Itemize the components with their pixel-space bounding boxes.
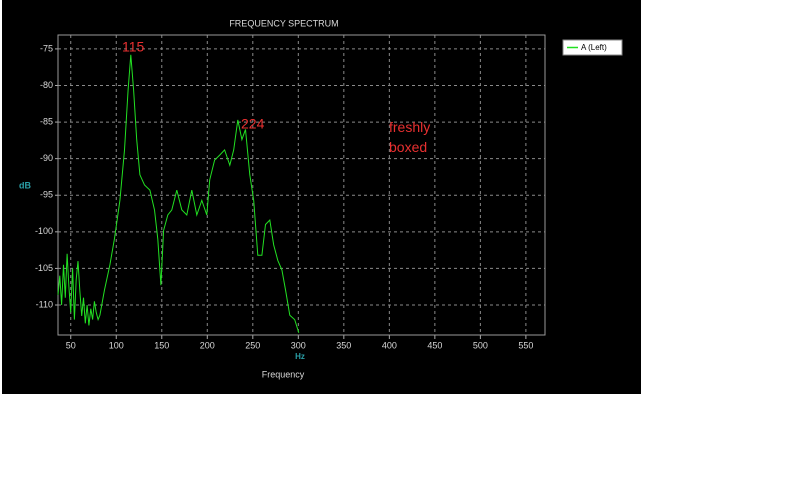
legend-box (562, 39, 623, 56)
annotation: 224 (241, 116, 265, 132)
y-tick-label: -75 (40, 43, 53, 53)
x-tick-label: 350 (336, 340, 351, 350)
annotation-text: freshly boxed (389, 119, 431, 155)
x-unit: Hz (295, 352, 305, 361)
y-axis-label: dB (19, 180, 31, 190)
x-axis-label: Frequency (262, 369, 305, 379)
plot-frame (57, 34, 546, 336)
x-tick-label: 200 (200, 340, 215, 350)
panel (2, 0, 641, 394)
series-line (57, 54, 300, 333)
x-tick-label: 250 (245, 340, 260, 350)
y-tick-label: -95 (40, 190, 53, 200)
y-tick-label: -90 (40, 153, 53, 163)
y-tick-label: -100 (35, 226, 53, 236)
y-tick-label: -80 (40, 80, 53, 90)
annotation: freshly boxed (389, 119, 431, 155)
annotation: 115 (122, 39, 145, 55)
x-tick-label: 50 (66, 340, 76, 350)
x-tick-label: 400 (382, 340, 397, 350)
x-tick-label: 550 (518, 340, 533, 350)
y-tick-label: -105 (35, 263, 53, 273)
legend-label: A (Left) (581, 43, 607, 52)
chart-title: FREQUENCY SPECTRUM (229, 18, 338, 28)
x-tick-label: 100 (109, 340, 124, 350)
x-tick-label: 500 (473, 340, 488, 350)
x-tick-label: 450 (427, 340, 442, 350)
y-tick-label: -85 (40, 116, 53, 126)
x-tick-label: 300 (291, 340, 306, 350)
x-tick-label: 150 (154, 340, 169, 350)
y-tick-label: -110 (36, 299, 53, 309)
